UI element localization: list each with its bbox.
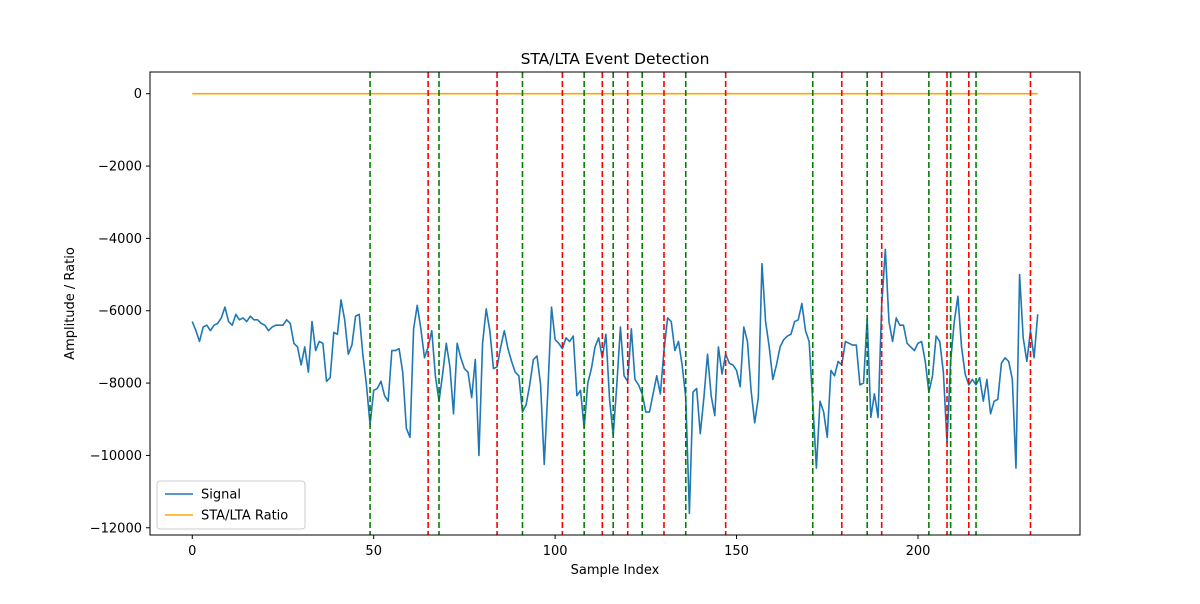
y-tick-label: −8000 — [98, 377, 142, 392]
legend: Signal STA/LTA Ratio — [156, 480, 306, 530]
x-axis: 0 50 100 150 200 — [188, 535, 930, 559]
x-axis-label: Sample Index — [571, 563, 660, 578]
y-axis-label: Amplitude / Ratio — [63, 247, 78, 360]
legend-label: STA/LTA Ratio — [201, 509, 288, 524]
y-tick-label: −4000 — [98, 232, 142, 247]
x-tick-label: 0 — [188, 544, 196, 559]
chart-title: STA/LTA Event Detection — [521, 50, 710, 68]
x-tick-label: 50 — [365, 544, 382, 559]
x-tick-label: 150 — [724, 544, 749, 559]
legend-box — [156, 480, 306, 530]
y-axis: −12000 −10000 −8000 −6000 −4000 −2000 0 — [90, 87, 150, 536]
series-line-signal — [191, 248, 1039, 515]
y-tick-label: 0 — [134, 87, 142, 102]
plot-frame — [149, 71, 1081, 536]
x-tick-label: 200 — [906, 544, 931, 559]
legend-label: Signal — [201, 488, 241, 503]
y-tick-label: −2000 — [98, 160, 142, 175]
y-tick-label: −12000 — [90, 521, 142, 536]
plot-area — [191, 72, 1039, 535]
x-tick-label: 100 — [543, 544, 568, 559]
y-tick-label: −10000 — [90, 449, 142, 464]
y-tick-label: −6000 — [98, 304, 142, 319]
